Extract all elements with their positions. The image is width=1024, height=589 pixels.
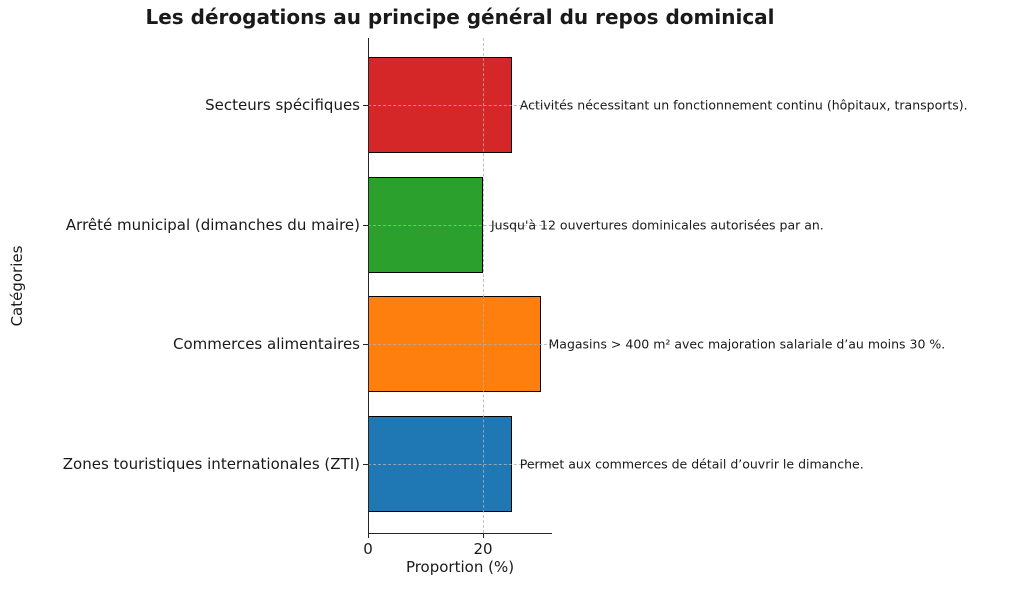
- bar-annotation: Jusqu'à 12 ouvertures dominicales autori…: [491, 217, 824, 232]
- x-tick-label: 0: [363, 540, 373, 558]
- x-tick-label: 20: [473, 540, 493, 558]
- x-axis-tick: [368, 533, 369, 538]
- chart-title: Les dérogations au principe général du r…: [145, 5, 775, 29]
- y-axis-tick: [363, 344, 368, 345]
- y-axis-tick: [363, 463, 368, 465]
- category-label: Zones touristiques internationales (ZTI): [62, 454, 360, 473]
- horizontal-gridline: [368, 105, 552, 106]
- horizontal-gridline: [368, 224, 552, 226]
- y-axis-spine: [368, 38, 369, 533]
- bar-annotation: Activités nécessitant un fonctionnement …: [519, 97, 968, 113]
- x-axis-spine: [368, 533, 552, 534]
- vertical-gridline: [483, 38, 484, 533]
- category-label: Secteurs spécifiques: [205, 96, 360, 114]
- y-axis-tick: [363, 224, 368, 226]
- horizontal-gridline: [368, 344, 552, 345]
- y-axis-tick: [363, 105, 368, 106]
- x-axis-tick: [483, 533, 484, 538]
- horizontal-gridline: [368, 463, 552, 465]
- x-axis-label: Proportion (%): [405, 558, 515, 576]
- y-axis-label: Catégories: [8, 245, 26, 327]
- category-label: Arrêté municipal (dimanches du maire): [65, 215, 360, 234]
- bar-annotation: Permet aux commerces de détail d’ouvrir …: [519, 456, 864, 471]
- bar-annotation: Magasins > 400 m² avec majoration salari…: [548, 336, 946, 352]
- category-label: Commerces alimentaires: [173, 335, 360, 353]
